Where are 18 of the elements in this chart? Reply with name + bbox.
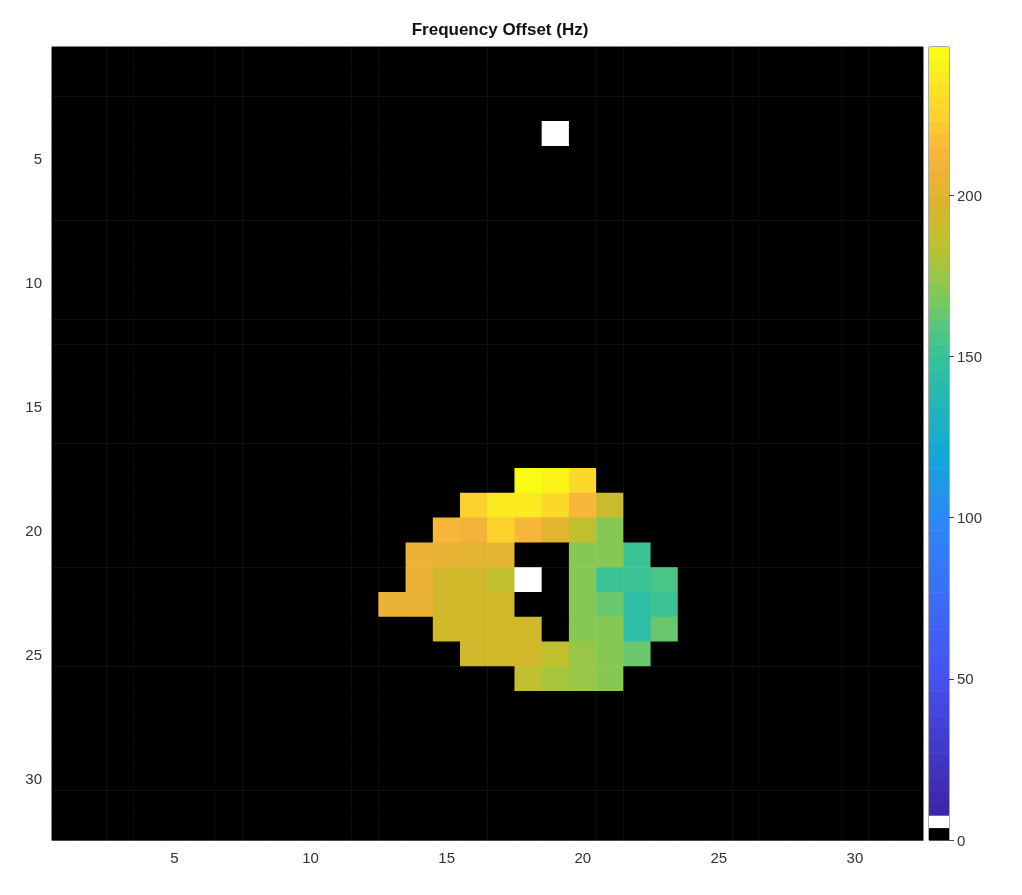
y-tick-label: 10 (25, 273, 42, 291)
y-tick-label: 15 (25, 397, 42, 415)
y-tick-label: 25 (25, 645, 42, 663)
x-tick-label: 25 (710, 849, 728, 866)
color-bar-label: 200 (957, 186, 983, 204)
color-bar-label: 150 (957, 347, 983, 365)
x-tick-label: 20 (574, 849, 592, 866)
x-tick-label: 30 (846, 849, 864, 866)
chart-title: Frequency Offset (Hz) (411, 20, 589, 39)
color-bar-label: 100 (957, 509, 983, 527)
y-tick-label: 30 (25, 769, 42, 787)
y-tick-label: 5 (33, 150, 42, 168)
color-bar-label: 50 (957, 670, 974, 688)
x-tick-label: 15 (438, 849, 456, 866)
x-tick-label: 10 (302, 849, 319, 866)
color-bar-label: 0 (957, 831, 966, 849)
y-tick-label: 20 (25, 521, 42, 539)
x-tick-label: 5 (170, 849, 179, 866)
